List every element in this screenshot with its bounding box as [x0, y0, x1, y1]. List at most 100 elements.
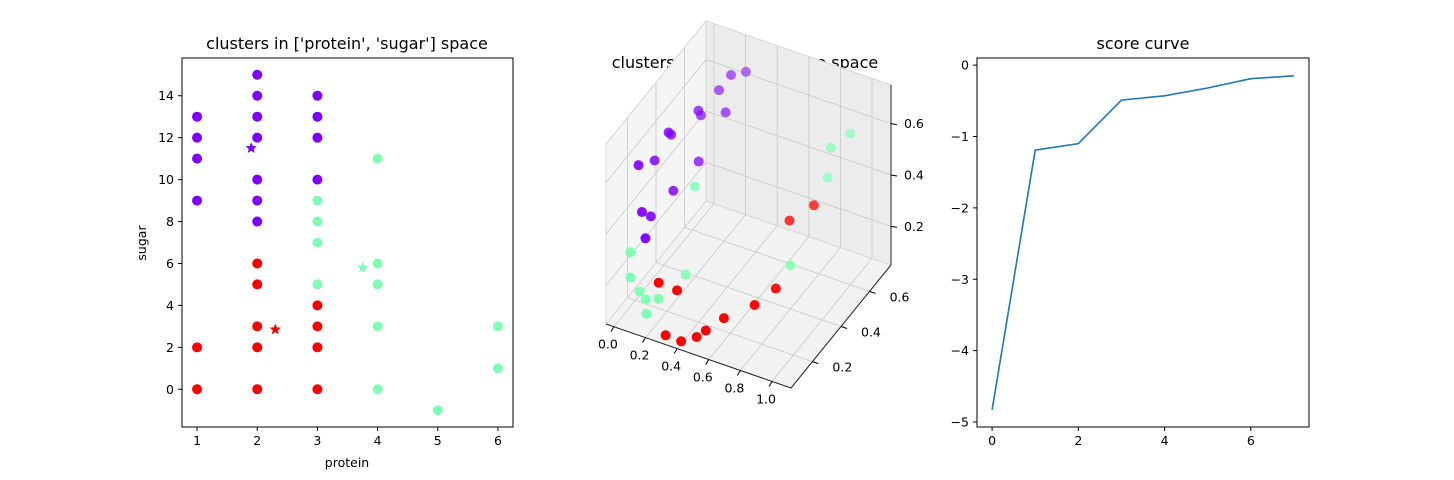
- scatter-point: [492, 363, 503, 374]
- scatter-points: [192, 69, 503, 416]
- scatter3d-point: [718, 313, 729, 324]
- score-curve-line: [991, 75, 1294, 411]
- scatter3d-point: [653, 293, 664, 304]
- scatter3d-points: [625, 66, 856, 347]
- scatter-y-tick-label: 8: [166, 214, 174, 229]
- line-x-tick-label: 4: [1161, 433, 1169, 448]
- scatter-point: [312, 321, 323, 332]
- scatter3d-point: [668, 185, 679, 196]
- scatter3d-y-tick-label: 0.6: [890, 289, 910, 304]
- line-y-tick-label: −4: [951, 343, 969, 358]
- scatter3d-point: [693, 105, 704, 116]
- scatter3d-x-tick-label: 0.4: [661, 359, 681, 374]
- scatter3d-z-tick-label: 0.4: [904, 168, 924, 183]
- scatter-point: [372, 384, 383, 395]
- scatter-point: [312, 342, 323, 353]
- scatter3d-y-tick-label: 0.2: [832, 360, 852, 375]
- scatter3d-point: [700, 325, 711, 336]
- scatter-y-axis-label: sugar: [134, 225, 149, 261]
- scatter3d-x-axis: [605, 323, 792, 389]
- scatter3d-z-gridline: [605, 59, 892, 183]
- scatter-point: [252, 195, 263, 206]
- scatter3d-x-tick-mark: [673, 348, 678, 354]
- scatter3d-x-gridline: [645, 34, 746, 338]
- centroid-star-marker: [356, 261, 369, 273]
- scatter-y-ticks: 0 2 4 6 8 10 12 14: [158, 88, 182, 397]
- line-y-tick-label: −1: [951, 129, 969, 144]
- scatter3d-z-tick-label: 0.2: [904, 219, 924, 234]
- line-y-ticks: 0 −1 −2 −3 −4 −5: [951, 58, 977, 430]
- scatter3d-point: [689, 181, 700, 192]
- scatter3d-x-gridline: [771, 78, 873, 382]
- scatter3d-x-gridline: [613, 23, 715, 327]
- scatter3d-point: [676, 336, 687, 347]
- line-plot-frame: [976, 57, 1310, 428]
- scatter3d-point: [822, 172, 833, 183]
- scatter3d-point: [640, 233, 651, 244]
- scatter-y-tick-label: 10: [158, 172, 174, 187]
- scatter3d-point: [634, 286, 645, 297]
- scatter3d-y-tick-mark: [840, 326, 848, 329]
- scatter-x-tick-label: 1: [193, 433, 201, 448]
- scatter3d-y-gridline: [627, 117, 813, 362]
- line-x-ticks: 0 2 4 6: [988, 427, 1255, 448]
- scatter3d-chart-cluster-distance: clusters in cluster-distance space 0.00.…: [598, 19, 924, 406]
- scatter3d-point: [641, 308, 652, 319]
- scatter3d-point: [645, 211, 656, 222]
- scatter3d-x-gridline: [708, 56, 810, 360]
- scatter-x-tick-label: 6: [494, 433, 502, 448]
- scatter-y-tick-label: 2: [166, 340, 174, 355]
- line-y-tick-label: −2: [951, 200, 969, 215]
- scatter-x-ticks: 1 2 3 4 5 6: [193, 427, 502, 448]
- scatter-point: [252, 69, 263, 80]
- scatter3d-point: [633, 160, 644, 171]
- scatter-point: [312, 195, 323, 206]
- scatter-point: [312, 111, 323, 122]
- scatter3d-point: [672, 285, 683, 296]
- scatter3d-point: [784, 215, 795, 226]
- scatter-point: [372, 153, 383, 164]
- scatter-x-tick-label: 2: [253, 433, 261, 448]
- scatter-y-tick-label: 14: [158, 88, 174, 103]
- scatter3d-x-tick-mark: [705, 359, 710, 365]
- scatter3d-point: [713, 85, 724, 96]
- line-y-tick-label: −5: [951, 415, 969, 430]
- scatter-point: [252, 321, 263, 332]
- scatter3d-x-tick-label: 0.8: [724, 380, 744, 395]
- scatter3d-point: [636, 207, 647, 218]
- scatter3d-x-tick-label: 0.6: [693, 370, 713, 385]
- scatter-plot-frame: [181, 57, 514, 428]
- scatter3d-point: [625, 272, 636, 283]
- scatter3d-point: [640, 294, 651, 305]
- scatter-point: [312, 384, 323, 395]
- scatter3d-z-gridline: [605, 110, 892, 235]
- scatter-point: [312, 216, 323, 227]
- scatter3d-y-gridline: [684, 47, 870, 292]
- scatter-point: [192, 342, 203, 353]
- scatter-point: [192, 195, 203, 206]
- line-chart-score-curve: score curve 0 2 4 6 0 −1 −2 −3 −4 −5: [951, 34, 1310, 448]
- scatter3d-x-tick-mark: [736, 370, 741, 376]
- scatter3d-point: [653, 277, 664, 288]
- scatter-point: [192, 153, 203, 164]
- scatter3d-z-tick-mark: [890, 174, 898, 177]
- scatter3d-x-tick-mark: [642, 337, 646, 343]
- scatter3d-point: [726, 70, 737, 81]
- scatter-point: [252, 90, 263, 101]
- scatter3d-point: [680, 269, 691, 280]
- scatter3d-point: [720, 107, 731, 118]
- scatter-point: [252, 258, 263, 269]
- centroid-star-marker: [245, 142, 257, 154]
- scatter3d-point: [845, 128, 856, 139]
- line-y-tick-label: 0: [961, 58, 969, 73]
- scatter-point: [492, 321, 503, 332]
- scatter-x-tick-label: 4: [374, 433, 382, 448]
- line-y-tick-label: −3: [951, 272, 969, 287]
- scatter-point: [252, 111, 263, 122]
- scatter3d-point: [825, 142, 836, 153]
- scatter3d-axes: 0.0 0.2 0.4 0.6 0.8 1.0 0.2 0.4 0.6 0.2 0.4 0.6: [598, 85, 924, 406]
- scatter3d-point: [749, 299, 760, 310]
- scatter-point: [312, 237, 323, 248]
- line-x-tick-label: 0: [988, 433, 996, 448]
- scatter-point: [192, 384, 203, 395]
